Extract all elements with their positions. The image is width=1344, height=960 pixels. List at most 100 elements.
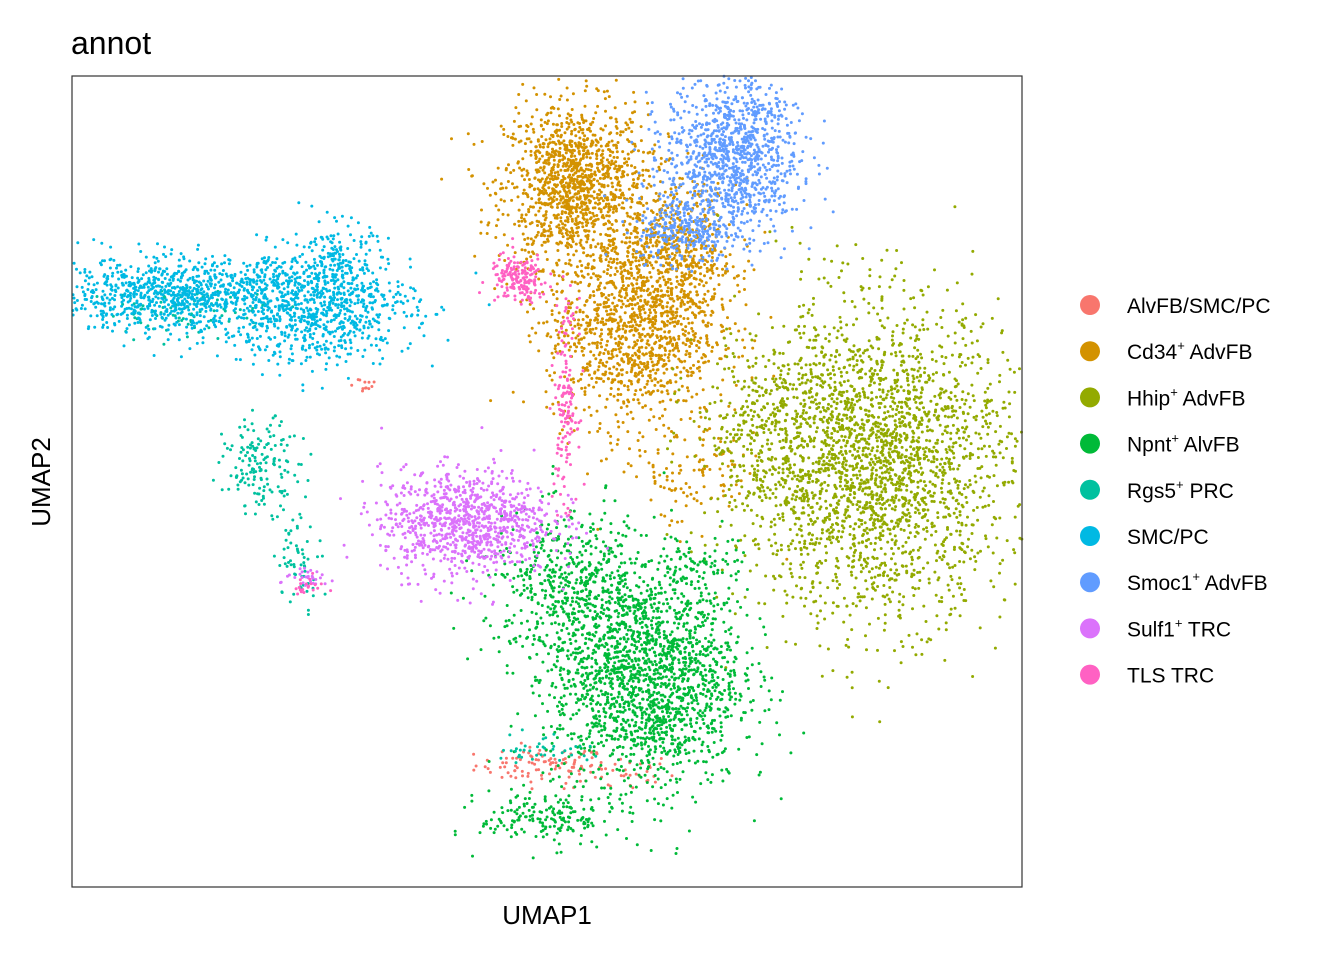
data-point xyxy=(912,568,916,572)
data-point xyxy=(638,454,642,458)
data-point xyxy=(795,533,799,537)
data-point xyxy=(658,344,662,347)
data-point xyxy=(709,276,713,280)
data-point xyxy=(898,484,902,488)
data-point xyxy=(620,192,624,196)
data-point xyxy=(894,438,898,442)
data-point xyxy=(959,582,963,586)
data-point xyxy=(875,361,879,365)
data-point xyxy=(529,754,533,758)
data-point xyxy=(725,262,729,266)
data-point xyxy=(908,515,912,519)
data-point xyxy=(541,142,545,145)
data-point xyxy=(622,233,626,236)
data-point xyxy=(719,483,723,487)
data-point xyxy=(877,435,881,439)
data-point xyxy=(851,453,855,457)
data-point xyxy=(450,137,453,141)
data-point xyxy=(772,574,775,578)
data-point xyxy=(871,431,875,434)
data-point xyxy=(818,470,822,474)
data-point xyxy=(737,329,741,333)
data-point xyxy=(602,177,606,180)
data-point xyxy=(642,318,646,322)
data-point xyxy=(844,473,848,477)
data-point xyxy=(580,221,584,225)
data-point xyxy=(730,463,734,466)
data-point xyxy=(946,562,950,566)
data-point xyxy=(875,395,878,399)
data-point xyxy=(616,393,620,396)
data-point xyxy=(670,519,674,523)
data-point xyxy=(595,312,599,316)
data-point xyxy=(844,463,848,467)
data-point xyxy=(669,291,673,295)
data-point xyxy=(558,98,562,101)
data-point xyxy=(553,174,557,178)
data-point xyxy=(370,385,374,388)
data-point xyxy=(535,108,539,112)
data-point xyxy=(970,532,974,535)
data-point xyxy=(617,347,621,351)
data-point xyxy=(891,590,895,594)
data-point xyxy=(713,453,716,456)
data-point xyxy=(372,380,376,384)
data-point xyxy=(596,89,600,93)
data-point xyxy=(807,308,811,312)
data-point xyxy=(605,272,609,276)
data-point xyxy=(806,552,810,556)
data-point xyxy=(591,120,595,124)
data-point xyxy=(521,157,525,161)
data-point xyxy=(617,180,621,184)
data-point xyxy=(938,423,942,427)
data-point xyxy=(666,270,670,274)
data-point xyxy=(890,577,894,581)
data-point xyxy=(608,220,612,224)
data-point xyxy=(602,245,606,249)
data-point xyxy=(829,404,833,408)
data-point xyxy=(599,377,603,381)
data-point xyxy=(670,430,673,433)
data-point xyxy=(889,568,893,572)
data-point xyxy=(701,438,705,442)
data-point xyxy=(970,548,974,552)
data-point xyxy=(924,446,928,450)
data-point xyxy=(358,378,362,382)
data-point xyxy=(973,568,977,572)
data-point xyxy=(820,531,824,535)
data-point xyxy=(909,336,913,340)
data-point xyxy=(643,404,647,408)
data-point xyxy=(881,453,885,457)
data-point xyxy=(649,254,653,258)
data-point xyxy=(618,261,622,264)
data-point xyxy=(633,313,637,317)
data-point xyxy=(644,346,648,350)
data-point xyxy=(885,248,889,252)
data-point xyxy=(599,341,603,345)
data-point xyxy=(870,391,874,395)
data-point xyxy=(674,499,678,503)
data-point xyxy=(848,363,852,367)
data-point xyxy=(858,456,861,460)
data-point xyxy=(663,190,667,194)
data-point xyxy=(662,363,666,367)
data-point xyxy=(767,538,771,542)
data-point xyxy=(811,302,815,306)
data-point xyxy=(671,479,674,483)
data-point xyxy=(610,159,614,163)
data-point xyxy=(575,180,579,184)
data-point xyxy=(589,318,592,322)
data-point xyxy=(613,378,617,382)
data-point xyxy=(799,479,803,483)
data-point xyxy=(718,525,722,528)
data-point xyxy=(615,156,619,159)
data-point xyxy=(835,556,839,560)
data-point xyxy=(898,417,901,421)
data-point xyxy=(729,451,733,455)
data-point xyxy=(752,268,756,272)
data-point xyxy=(699,336,703,340)
data-point xyxy=(540,135,544,138)
data-point xyxy=(579,764,583,768)
data-point xyxy=(856,349,860,353)
data-point xyxy=(779,369,783,373)
